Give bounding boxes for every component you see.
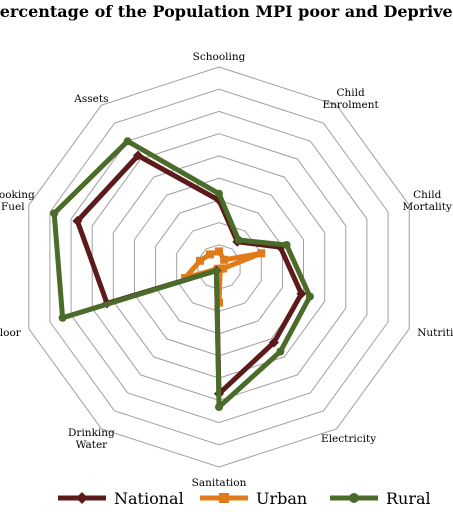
data-point: [58, 313, 67, 322]
data-point: [220, 255, 229, 264]
data-point: [219, 493, 229, 503]
chart-title: Percentage of the Population MPI poor an…: [0, 2, 453, 21]
series-layer: [50, 137, 314, 411]
data-point: [257, 249, 266, 258]
data-point: [212, 266, 221, 275]
axis-label: CookingFuel: [0, 189, 35, 213]
axis-label: Schooling: [193, 51, 246, 63]
axis-labels: Schooling Child Enrolment Child Mortality Nut…: [0, 51, 453, 489]
data-point: [76, 492, 88, 504]
data-point: [296, 288, 307, 299]
grid-ring: [28, 66, 410, 468]
grid-ring: [70, 110, 368, 424]
data-point: [215, 247, 223, 256]
axis-label: Floor: [0, 327, 22, 339]
legend-label: National: [114, 489, 184, 508]
axis-label: Sanitation: [192, 477, 247, 489]
legend-item-national: National: [58, 489, 184, 508]
axis-label: Nutrition: [417, 327, 453, 339]
data-point: [305, 292, 314, 301]
data-point: [215, 189, 223, 198]
grid-ring: [49, 88, 389, 446]
legend-label: Rural: [386, 489, 431, 508]
data-point: [72, 216, 83, 226]
axis-label: Child Enrolment: [322, 87, 379, 111]
data-point: [123, 137, 132, 146]
data-point: [133, 150, 143, 161]
data-point: [282, 241, 291, 249]
axis-label: Drinking Water: [68, 427, 115, 451]
data-point: [234, 236, 243, 244]
data-point: [215, 403, 223, 411]
data-point: [276, 347, 285, 356]
data-point: [196, 256, 204, 265]
legend-label: Urban: [256, 489, 307, 508]
axis-label: Child Mortality: [402, 189, 452, 213]
legend: National Urban Rural: [58, 489, 431, 508]
data-point: [205, 250, 214, 259]
axis-label: Electricity: [321, 433, 376, 445]
data-point: [349, 493, 359, 503]
axis-label: Assets: [73, 93, 108, 105]
data-point: [268, 337, 279, 348]
data-point: [50, 209, 59, 218]
series-rural: [50, 137, 314, 411]
legend-item-urban: Urban: [200, 489, 307, 508]
legend-item-rural: Rural: [330, 489, 431, 508]
